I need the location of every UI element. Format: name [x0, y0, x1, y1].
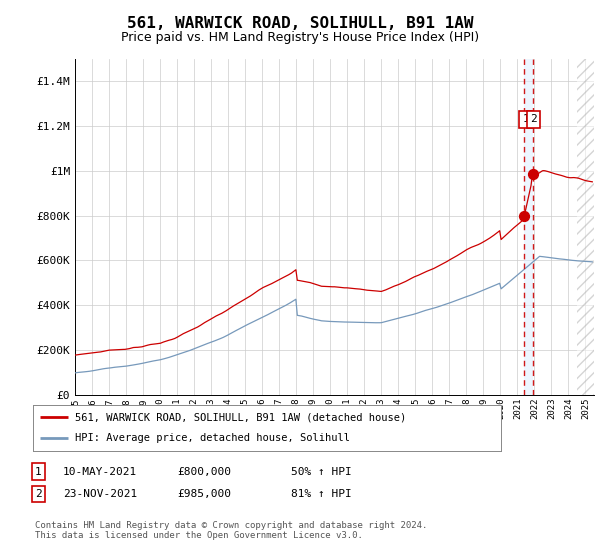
Text: 1: 1	[523, 114, 529, 124]
Text: 2: 2	[530, 114, 537, 124]
Text: 561, WARWICK ROAD, SOLIHULL, B91 1AW: 561, WARWICK ROAD, SOLIHULL, B91 1AW	[127, 16, 473, 31]
Text: £800,000: £800,000	[177, 466, 231, 477]
Point	[519, 211, 529, 220]
Text: 1: 1	[35, 466, 41, 477]
Text: Price paid vs. HM Land Registry's House Price Index (HPI): Price paid vs. HM Land Registry's House …	[121, 31, 479, 44]
Point	[528, 170, 538, 179]
Text: 2: 2	[35, 489, 41, 499]
Bar	[577, 59, 594, 395]
Text: £985,000: £985,000	[177, 489, 231, 499]
Text: Contains HM Land Registry data © Crown copyright and database right 2024.
This d: Contains HM Land Registry data © Crown c…	[35, 521, 427, 540]
Text: 23-NOV-2021: 23-NOV-2021	[63, 489, 137, 499]
Text: HPI: Average price, detached house, Solihull: HPI: Average price, detached house, Soli…	[75, 433, 350, 444]
Text: 561, WARWICK ROAD, SOLIHULL, B91 1AW (detached house): 561, WARWICK ROAD, SOLIHULL, B91 1AW (de…	[75, 412, 406, 422]
Text: 50% ↑ HPI: 50% ↑ HPI	[291, 466, 352, 477]
Text: 81% ↑ HPI: 81% ↑ HPI	[291, 489, 352, 499]
Bar	[524, 59, 533, 395]
Text: 10-MAY-2021: 10-MAY-2021	[63, 466, 137, 477]
